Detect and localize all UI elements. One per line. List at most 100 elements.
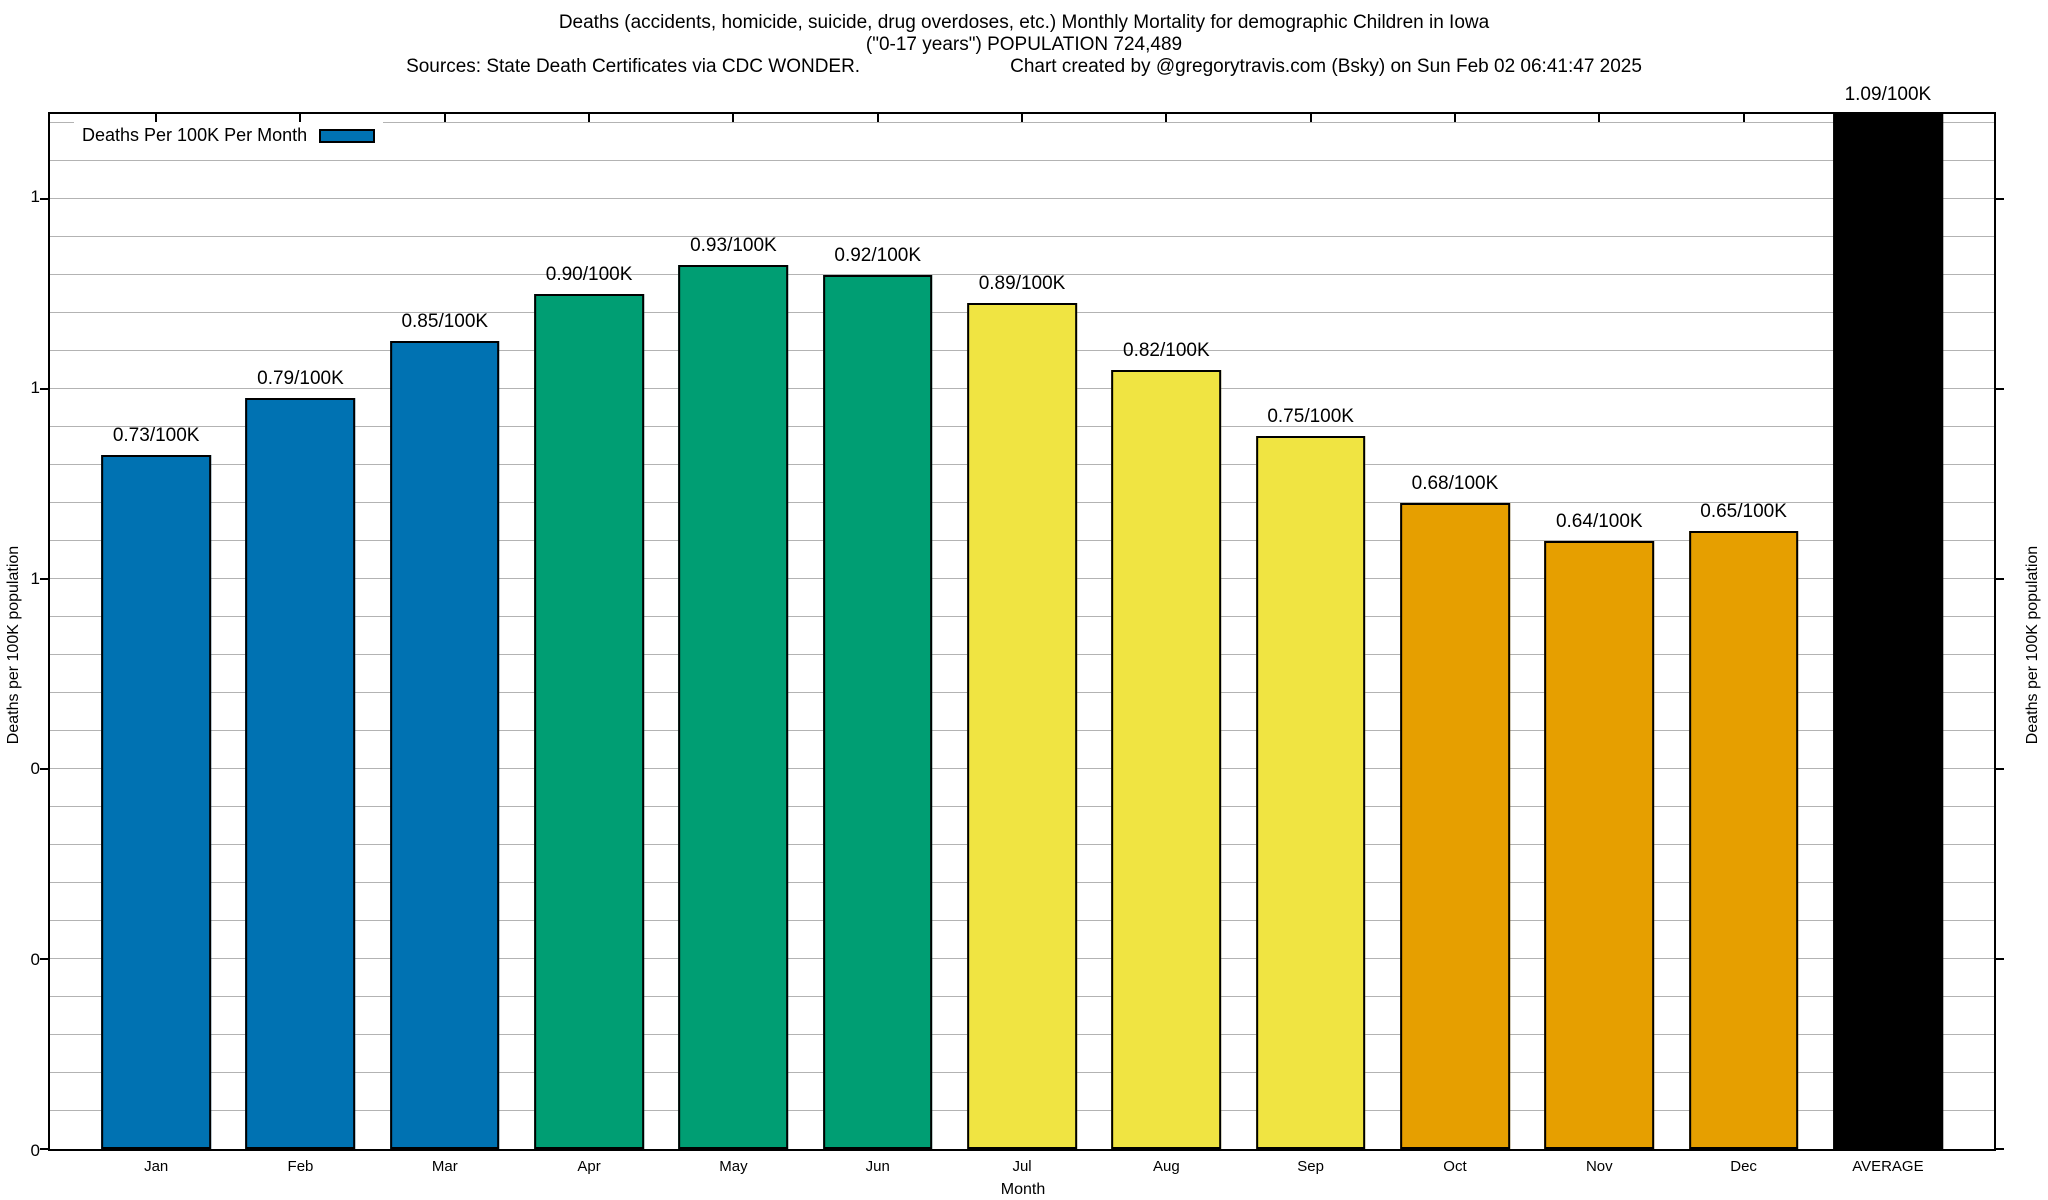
x-tick-label-oct: Oct [1443, 1158, 1467, 1175]
x-tick-label-sep: Sep [1297, 1158, 1324, 1175]
y-axis-tick-labels: 1 1 1 0 0 0 [0, 112, 40, 1160]
bar-value-label-may: 0.93/100K [690, 235, 777, 257]
x-axis-tick-labels: Jan Feb Mar Apr May Jun Jul Aug Sep Oct Nov Dec AVER… [50, 1158, 1994, 1178]
top-tick-feb [299, 114, 302, 122]
gridline [50, 159, 1994, 161]
x-tick-label-aug: Aug [1152, 1158, 1180, 1175]
bar-value-label-apr: 0.90/100K [545, 263, 633, 285]
x-tick-label-feb: Feb [287, 1158, 314, 1175]
y-tick-label: 1 [30, 377, 40, 397]
bar-slot-jun: 0.92/100K [806, 114, 950, 1149]
bar-slot-jul: 0.89/100K [950, 114, 1094, 1149]
gridline [50, 235, 1994, 237]
bar-slot-oct: 0.68/100K [1383, 114, 1527, 1149]
top-tick-dec [1742, 114, 1745, 122]
chart-title-line3: Sources: State Death Certificates via CD… [0, 56, 2048, 78]
x-tick-label-may: May [719, 1158, 748, 1175]
x-tick-label-mar: Mar [431, 1158, 458, 1175]
top-tick-oct [1453, 114, 1456, 122]
bar-value-label-nov: 0.64/100K [1555, 510, 1643, 532]
y-tick-mark [40, 1148, 49, 1150]
y-tick-mark [1995, 577, 2004, 580]
bar-slot-jan: 0.73/100K [84, 114, 228, 1149]
y-tick-mark [40, 767, 49, 770]
top-tick-may [732, 114, 735, 122]
chart-created-by: Chart created by @gregorytravis.com (Bsk… [1010, 56, 1642, 77]
gridline [50, 197, 1994, 199]
bar-jul [967, 303, 1077, 1149]
top-tick-nov [1598, 114, 1601, 122]
bar-slot-sep: 0.75/100K [1239, 114, 1383, 1149]
y-tick-mark [1995, 1148, 2004, 1150]
legend: Deaths Per 100K Per Month [74, 122, 384, 149]
top-tick-mar [443, 114, 446, 122]
x-tick-label-average: AVERAGE [1852, 1158, 1924, 1175]
bar-average [1833, 114, 1943, 1149]
bar-slot-mar: 0.85/100K [373, 114, 517, 1149]
x-tick-label-jul: Jul [1012, 1158, 1032, 1175]
legend-swatch [319, 128, 376, 143]
top-tick-apr [588, 114, 591, 122]
bar-slot-aug: 0.82/100K [1094, 114, 1238, 1149]
bar-may [678, 265, 789, 1149]
x-tick-label-jun: Jun [865, 1158, 890, 1175]
y-tick-mark [1995, 767, 2004, 770]
y-tick-label: 1 [30, 568, 40, 588]
top-tick-sep [1309, 114, 1312, 122]
bar-value-label-dec: 0.65/100K [1700, 501, 1787, 523]
y-tick-mark [40, 387, 49, 390]
y-tick-mark [40, 957, 49, 960]
plot-area: 0.73/100K 0.79/100K 0.85/100K 0.90/100K 0.93… [40, 84, 2004, 1151]
bar-slot-dec: 0.65/100K [1671, 114, 1815, 1149]
top-tick-aug [1165, 114, 1168, 122]
bar-value-label-oct: 0.68/100K [1411, 472, 1499, 494]
legend-label: Deaths Per 100K Per Month [82, 125, 308, 145]
x-tick-label-dec: Dec [1730, 1158, 1757, 1175]
y-tick-label: 0 [30, 1141, 40, 1160]
y-axis-title-right: Deaths per 100K population [2024, 545, 2041, 745]
bar-jan [101, 455, 211, 1149]
bar-feb [245, 398, 356, 1149]
y-axis-title-left: Deaths per 100K population [5, 545, 22, 745]
chart-sources: Sources: State Death Certificates via CD… [406, 56, 861, 77]
x-tick-label-jan: Jan [144, 1158, 169, 1175]
top-tick-jun [876, 114, 879, 122]
bar-oct [1400, 502, 1510, 1149]
top-tick-jul [1021, 114, 1024, 122]
bar-mar [389, 341, 500, 1149]
chart-title-line2: ("0-17 years") POPULATION 724,489 [865, 34, 1183, 55]
x-tick-label-apr: Apr [577, 1158, 601, 1175]
y-tick-mark [1995, 197, 2004, 200]
bar-value-label-sep: 0.75/100K [1267, 406, 1354, 428]
bar-apr [534, 293, 644, 1149]
x-tick-label-nov: Nov [1585, 1158, 1613, 1175]
bar-value-label-jul: 0.89/100K [978, 273, 1066, 295]
y-tick-mark [40, 577, 49, 580]
gridline [50, 121, 1994, 123]
bar-aug [1111, 369, 1222, 1149]
y-tick-mark [1995, 957, 2004, 960]
bar-value-label-feb: 0.79/100K [257, 368, 344, 390]
bar-slot-apr: 0.90/100K [517, 114, 661, 1149]
bar-value-label-jan: 0.73/100K [112, 425, 200, 447]
chart-title-block: Deaths (accidents, homicide, suicide, dr… [0, 12, 2048, 78]
bar-value-label-average: 1.09/100K [1844, 84, 1932, 105]
bar-slot-feb: 0.79/100K [228, 114, 372, 1149]
y-tick-mark [40, 197, 49, 200]
bar-nov [1544, 540, 1655, 1149]
chart-title-line1: Deaths (accidents, homicide, suicide, dr… [558, 12, 1490, 33]
bar-sep [1255, 436, 1366, 1149]
bar-value-label-mar: 0.85/100K [401, 311, 489, 333]
gridline [50, 273, 1994, 275]
bar-slot-may: 0.93/100K [661, 114, 805, 1149]
bar-dec [1688, 531, 1799, 1149]
top-tick-average [1886, 114, 1889, 122]
y-tick-label: 0 [30, 759, 40, 779]
bars-row: 0.73/100K 0.79/100K 0.85/100K 0.90/100K 0.93… [50, 84, 1994, 1149]
x-axis-title: Month [1000, 1181, 1046, 1198]
y-tick-mark [1995, 387, 2004, 390]
bar-slot-nov: 0.64/100K [1527, 114, 1671, 1149]
y-tick-label: 0 [30, 950, 40, 970]
top-tick-jan [155, 114, 158, 122]
